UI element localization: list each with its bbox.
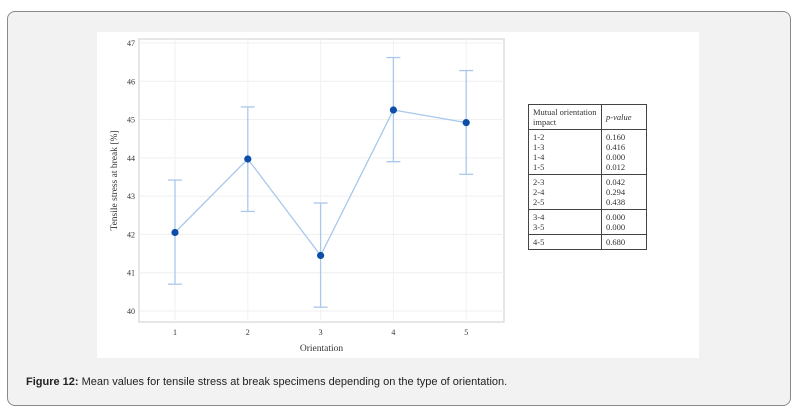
pvalue-cell: 0.000 [606, 222, 626, 232]
y-tick-label: 44 [127, 154, 135, 163]
x-tick-label: 3 [319, 328, 323, 337]
pvalue-cell: 0.160 [606, 132, 626, 142]
x-tick-label: 5 [464, 328, 468, 337]
pair-cell: 3-4 [533, 212, 545, 222]
pair-cell: 1-3 [533, 142, 545, 152]
y-tick-label: 43 [127, 192, 135, 201]
figure-caption: Figure 12: Mean values for tensile stres… [26, 376, 507, 388]
pair-cell: 1-2 [533, 132, 545, 142]
figure-area: 40 41 42 43 44 45 46 47 1 2 3 4 5 Orientation Tensile … [97, 32, 699, 358]
data-point [389, 106, 397, 114]
y-tick-label: 41 [127, 269, 135, 278]
plot-frame [138, 38, 505, 323]
pair-cell: 4-5 [533, 237, 545, 247]
pair-cell: 1-5 [533, 162, 545, 172]
data-point [171, 228, 179, 237]
table-group: 3-4 3-5 0.000 0.000 [528, 209, 647, 235]
x-tick-label: 2 [246, 328, 250, 337]
pair-cell: 1-4 [533, 152, 545, 162]
pair-cell: 2-3 [533, 177, 545, 187]
table-group: 2-3 2-4 2-5 0.042 0.294 0.438 [528, 174, 647, 210]
pair-cell: 2-5 [533, 197, 545, 207]
data-point [462, 119, 470, 127]
caption-label: Figure 12: [26, 376, 79, 388]
y-tick-label: 45 [127, 116, 135, 125]
table-group: 1-2 1-3 1-4 1-5 0.160 0.416 0.000 0.012 [528, 129, 647, 175]
y-tick-label: 46 [127, 77, 135, 86]
x-axis-label: Orientation [300, 344, 344, 354]
data-point [317, 251, 325, 260]
table-header-pvalue: p-value [601, 104, 647, 130]
pvalue-cell: 0.680 [606, 237, 626, 247]
pvalue-cell: 0.416 [606, 142, 626, 152]
pvalue-cell: 0.000 [606, 212, 626, 222]
y-tick-label: 42 [127, 230, 135, 239]
y-tick-label: 47 [127, 39, 135, 48]
p-value-table: Mutual orientation impact p-value 1-2 1-3 1-… [528, 104, 647, 250]
caption-text: Mean values for tensile stress at break … [78, 376, 508, 388]
pvalue-cell: 0.042 [606, 177, 626, 187]
x-tick-label: 1 [173, 328, 177, 337]
data-point [244, 155, 252, 163]
y-axis-label: Tensile stress at break [%] [110, 130, 120, 230]
pvalue-cell: 0.438 [606, 197, 626, 207]
table-header-pairs: Mutual orientation impact [528, 104, 602, 130]
pvalue-cell: 0.294 [606, 187, 626, 197]
pair-cell: 3-5 [533, 222, 545, 232]
x-tick-label: 4 [391, 328, 395, 337]
table-group: 4-5 0.680 [528, 234, 647, 250]
pair-cell: 2-4 [533, 187, 545, 197]
y-tick-label: 40 [127, 307, 135, 316]
pvalue-cell: 0.000 [606, 152, 626, 162]
pvalue-cell: 0.012 [606, 162, 626, 172]
